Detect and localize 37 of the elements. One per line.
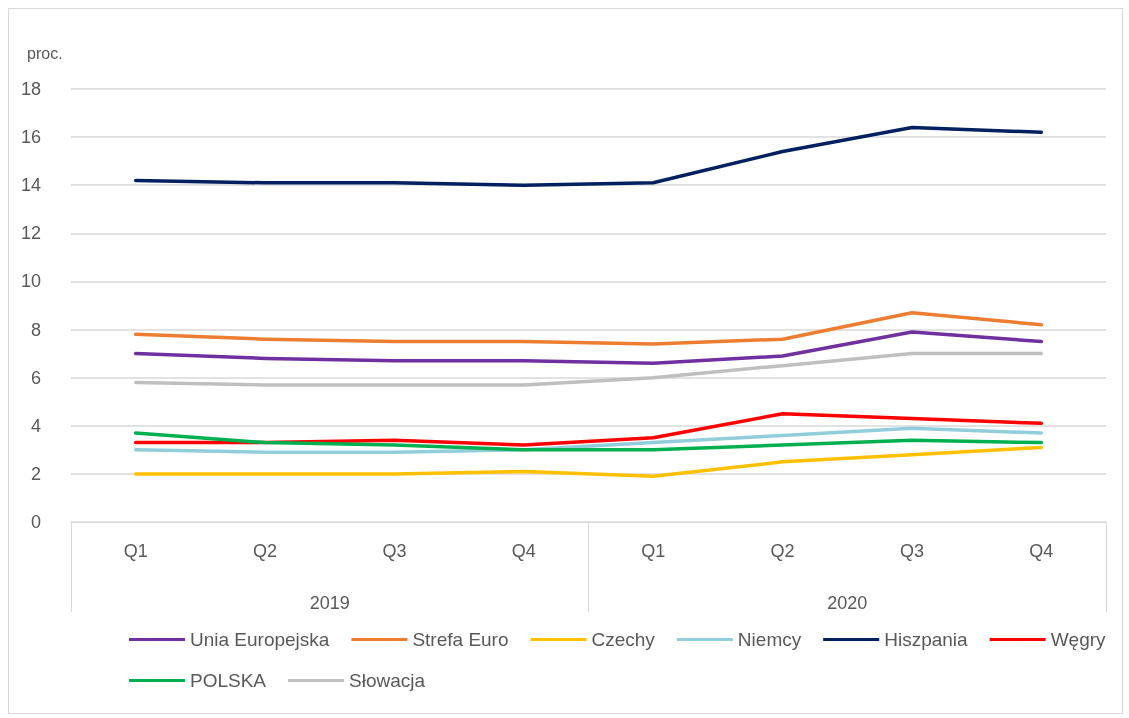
y-tick-label: 6	[30, 367, 41, 388]
line-series	[133, 125, 1044, 187]
y-tick-label: 14	[20, 175, 41, 196]
legend-label: Niemcy	[737, 629, 802, 650]
line-series	[133, 426, 1044, 454]
legend-label: Słowacja	[349, 670, 426, 691]
legend-label: Czechy	[591, 629, 656, 650]
legend-label: Hiszpania	[884, 629, 969, 650]
y-tick-label: 2	[30, 463, 41, 484]
y-tick-label: 0	[30, 512, 41, 532]
line-series	[133, 310, 1044, 346]
legend-label: POLSKA	[190, 670, 267, 691]
y-tick-label: 4	[30, 415, 41, 436]
y-tick-label: 12	[20, 223, 41, 244]
y-tick-label: 10	[20, 271, 41, 292]
legend-label: Węgry	[1050, 629, 1107, 650]
line-series	[133, 351, 1044, 387]
x-tick-label: Q2	[770, 541, 795, 561]
x-tick-label: Q1	[123, 541, 148, 561]
x-tick-label: Q4	[511, 541, 536, 561]
line-series	[133, 412, 1044, 447]
line-series	[133, 330, 1044, 365]
text: 2020	[827, 593, 868, 613]
legend-label: Unia Europejska	[190, 629, 330, 650]
line-series	[133, 445, 1044, 479]
y-tick-label: 8	[30, 319, 41, 340]
x-tick-label: Q2	[253, 541, 278, 561]
y-tick-label: 16	[20, 127, 41, 148]
y-axis-title: proc.	[27, 44, 63, 62]
y-tick-label: 18	[20, 79, 41, 99]
x-tick-label: Q3	[382, 541, 407, 561]
x-tick-label: Q1	[641, 541, 666, 561]
text: 2019	[309, 593, 350, 613]
legend-label: Strefa Euro	[412, 629, 509, 650]
x-tick-label: Q3	[899, 541, 924, 561]
line-series	[133, 431, 1044, 452]
x-tick-label: Q4	[1029, 541, 1054, 561]
